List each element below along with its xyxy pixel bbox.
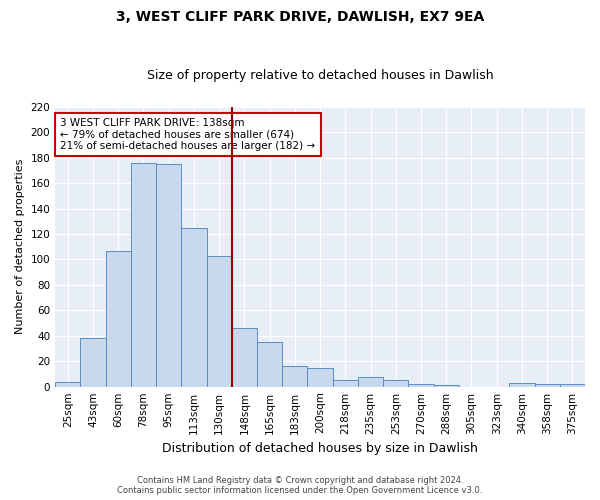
Bar <box>206 256 232 386</box>
Bar <box>181 228 206 386</box>
Bar <box>257 342 282 386</box>
Bar <box>509 383 535 386</box>
Bar <box>358 376 383 386</box>
X-axis label: Distribution of detached houses by size in Dawlish: Distribution of detached houses by size … <box>162 442 478 455</box>
Bar <box>131 163 156 386</box>
Bar <box>560 384 585 386</box>
Text: 3 WEST CLIFF PARK DRIVE: 138sqm
← 79% of detached houses are smaller (674)
21% o: 3 WEST CLIFF PARK DRIVE: 138sqm ← 79% of… <box>61 118 316 151</box>
Bar <box>332 380 358 386</box>
Text: 3, WEST CLIFF PARK DRIVE, DAWLISH, EX7 9EA: 3, WEST CLIFF PARK DRIVE, DAWLISH, EX7 9… <box>116 10 484 24</box>
Bar <box>409 384 434 386</box>
Text: Contains HM Land Registry data © Crown copyright and database right 2024.
Contai: Contains HM Land Registry data © Crown c… <box>118 476 482 495</box>
Bar <box>535 384 560 386</box>
Bar <box>80 338 106 386</box>
Bar <box>383 380 409 386</box>
Title: Size of property relative to detached houses in Dawlish: Size of property relative to detached ho… <box>147 69 493 82</box>
Bar <box>232 328 257 386</box>
Bar <box>55 382 80 386</box>
Bar <box>282 366 307 386</box>
Bar <box>156 164 181 386</box>
Bar <box>307 368 332 386</box>
Y-axis label: Number of detached properties: Number of detached properties <box>15 159 25 334</box>
Bar <box>106 250 131 386</box>
